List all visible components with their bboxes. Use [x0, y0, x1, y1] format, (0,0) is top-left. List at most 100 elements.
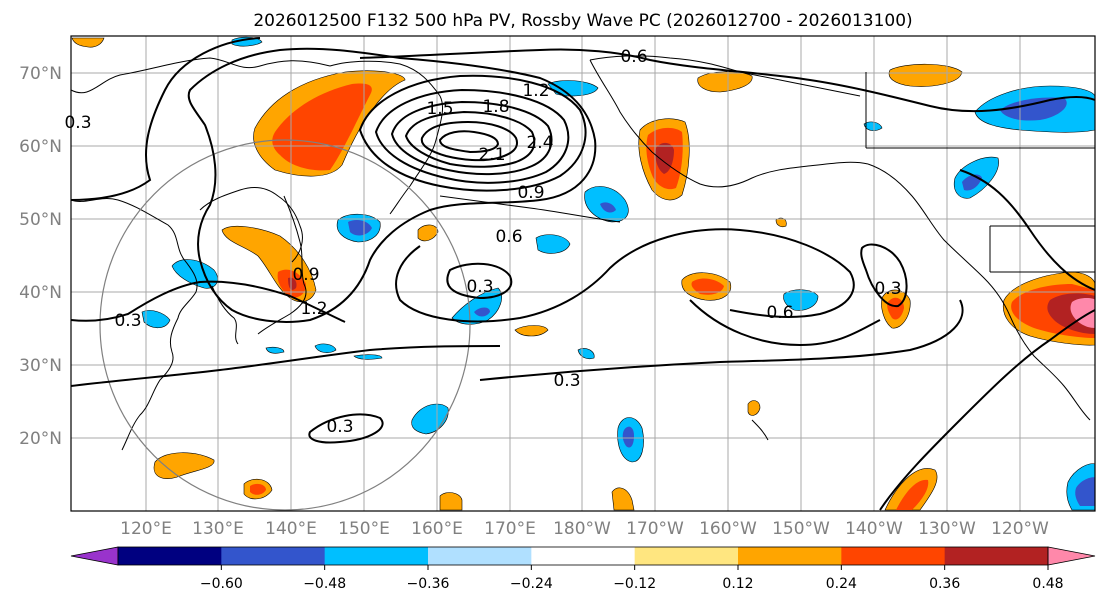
contour-label: 1.5 [426, 99, 453, 119]
colorbar-segment [118, 547, 222, 565]
contour-0.6-mid [395, 228, 855, 323]
anomaly-baja-core [896, 479, 929, 510]
contour-label: 1.8 [482, 97, 509, 117]
contour-2.1 [404, 110, 536, 168]
contour-0.3-mid [446, 262, 964, 381]
anomaly-tropics-blue-2-core [622, 426, 634, 448]
contour-label: 2.4 [526, 133, 553, 153]
anomaly-hudson [888, 63, 963, 87]
colorbar-tick-label: 0.36 [929, 576, 960, 592]
anomaly-hawaii-orange [747, 400, 761, 416]
anomaly-kuril-orange [417, 224, 439, 242]
contour-1.8 [390, 100, 553, 176]
anomaly-hudson-blue-core [1000, 97, 1067, 121]
anomaly-gulf-red-core [691, 278, 724, 295]
colorbar-frame [117, 546, 1049, 566]
lon-label: 140°E [265, 519, 317, 539]
colorbar-segment [841, 547, 946, 565]
contour-label: 1.2 [522, 81, 549, 101]
colorbar-tick-label: −0.12 [613, 576, 656, 592]
contour-label: 2.1 [478, 145, 505, 165]
contour-label: 0.3 [326, 417, 353, 437]
anomaly-south-1 [153, 452, 215, 479]
colorbar-tick-label: 0.48 [1032, 576, 1063, 592]
contour-2.7 [438, 130, 500, 154]
contour-label: 0.3 [553, 371, 580, 391]
contour-0.3-east [860, 243, 908, 308]
contour-2.4 [420, 120, 518, 162]
anomaly-pacific-blue-3 [265, 346, 285, 354]
anomaly-aleutian-blue [535, 234, 571, 254]
contour-label: 0.3 [466, 277, 493, 297]
contour-label: 0.6 [620, 47, 647, 67]
anomaly-bc-core [887, 297, 904, 320]
lon-label: 170°E [484, 519, 536, 539]
contour-1.2 [358, 74, 587, 192]
anomaly-nw-corner [71, 37, 105, 48]
contour-na [959, 169, 1096, 291]
contour-label: 0.3 [874, 279, 901, 299]
coast-aleutians [439, 195, 621, 223]
latitude-labels: 70°N 60°N 50°N 40°N 30°N 20°N [19, 64, 62, 449]
contour-label: 0.6 [766, 303, 793, 323]
contour-label: 0.9 [292, 265, 319, 285]
contour-labels: 0.6 1.2 1.5 1.8 2.1 2.4 0.9 0.6 0.3 0.3 … [64, 47, 901, 437]
colorbar-segment [324, 547, 429, 565]
colorbar-tick-label: −0.24 [510, 576, 553, 592]
contour-0.3-west [70, 280, 346, 323]
coast-bc [867, 163, 1091, 421]
reference-circle [99, 139, 471, 511]
anomaly-south-3 [439, 492, 463, 511]
longitude-labels: 120°E 130°E 140°E 150°E 160°E 170°E 180°… [120, 519, 1049, 539]
coast-na-border [865, 72, 1095, 273]
colorbar-segment [738, 547, 842, 565]
colorbar-extend-max [1047, 546, 1096, 566]
colorbar-segments [118, 547, 1049, 565]
lon-label: 120°W [991, 519, 1049, 539]
anomaly-pacific-orange [514, 325, 549, 337]
anomaly-arctic-blue [863, 121, 883, 131]
colorbar-tick-label: −0.60 [200, 576, 243, 592]
map-frame [70, 35, 1096, 512]
anomaly-pacific-blue-4 [353, 354, 383, 360]
colorbar-segment [944, 547, 1049, 565]
lon-label: 160°W [699, 519, 757, 539]
anomaly-china-blue [141, 310, 171, 329]
contour-label: 1.2 [300, 299, 327, 319]
colorbar-tick-label: 0.12 [722, 576, 753, 592]
lat-label: 30°N [19, 356, 62, 376]
anomaly-pacific-blue-1-core [474, 307, 490, 317]
contour-0.9-big [187, 47, 597, 323]
contour-0.3-south [308, 413, 384, 444]
pv-contours [70, 37, 1096, 511]
lon-label: 180°W [553, 519, 611, 539]
anomaly-okhotsk-top-blue [231, 36, 263, 47]
contour-1.5 [374, 88, 570, 184]
colorbar-extend-min [70, 546, 119, 566]
lat-label: 20°N [19, 429, 62, 449]
contour-0.6-east [689, 299, 1096, 511]
colorbar-segment [221, 547, 326, 565]
anomaly-mexico-blue-core [1075, 477, 1095, 506]
colorbar-tick-label: −0.36 [407, 576, 450, 592]
lon-label: 130°W [918, 519, 976, 539]
lon-label: 160°E [411, 519, 463, 539]
contour-label: 0.3 [64, 113, 91, 133]
lat-label: 60°N [19, 137, 62, 157]
anomaly-california-peak [1070, 298, 1095, 328]
lon-label: 150°W [772, 519, 830, 539]
lat-label: 70°N [19, 64, 62, 84]
contour-0.3-low [70, 345, 501, 387]
anomaly-bering-blue-core [600, 202, 616, 213]
anomaly-yukon [697, 71, 753, 93]
anomaly-okhotsk-core [272, 83, 372, 171]
contour-outer-1 [70, 37, 1096, 201]
coast-asia [70, 57, 331, 451]
anomaly-canada-blue-core [962, 174, 982, 191]
lon-label: 170°W [626, 519, 684, 539]
colorbar-ticks: −0.60 −0.48 −0.36 −0.24 −0.12 0.12 0.24 0.36 0.4… [200, 565, 1064, 592]
anomaly-pacific-blue-2 [314, 343, 337, 353]
contour-label: 0.3 [114, 311, 141, 331]
colorbar-tick-label: −0.48 [303, 576, 346, 592]
